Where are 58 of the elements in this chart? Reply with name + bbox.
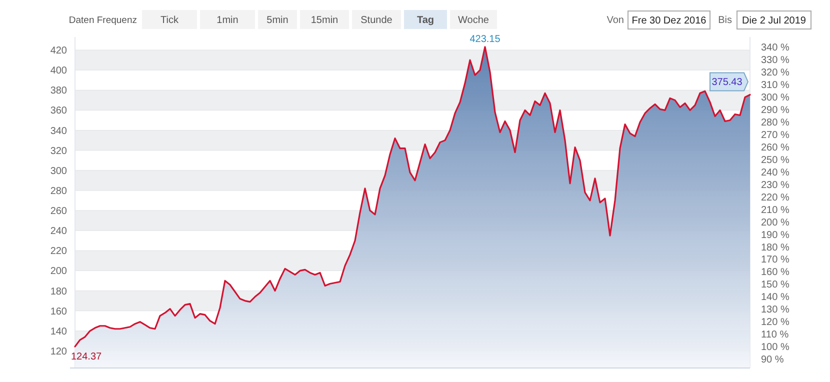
text: Tag — [416, 15, 434, 26]
y2-tick-label: 130 % — [761, 304, 790, 316]
y2-tick-label: 220 % — [761, 192, 790, 204]
y-tick-label: 300 — [50, 166, 68, 177]
text: Bis — [718, 15, 732, 26]
y-tick-label: 140 — [50, 326, 68, 338]
annotation: 375.43 — [712, 77, 743, 88]
y2-tick-label: 330 % — [761, 55, 790, 66]
y-tick-label: 180 — [50, 286, 68, 298]
y2-tick-label: 270 % — [761, 130, 790, 142]
y2-tick-label: 120 % — [761, 317, 790, 328]
y-tick-label: 280 — [50, 186, 68, 197]
y-tick-label: 380 — [50, 86, 68, 97]
y2-tick-label: 320 % — [761, 68, 790, 79]
text: Die 2 Jul 2019 — [742, 16, 806, 26]
y-tick-label: 220 — [50, 246, 68, 258]
y2-tick-label: 340 % — [761, 42, 790, 54]
y2-tick-label: 150 % — [761, 280, 790, 291]
text: Woche — [458, 15, 490, 26]
text: 1min — [216, 15, 238, 26]
y-tick-label: 160 — [50, 306, 68, 318]
y2-tick-label: 240 % — [761, 167, 790, 178]
y-tick-label: 260 — [50, 206, 68, 218]
y2-tick-label: 170 % — [761, 254, 790, 266]
y-tick-label: 400 — [50, 66, 68, 77]
y2-tick-label: 140 % — [761, 292, 790, 304]
text: 5min — [266, 15, 288, 26]
y2-tick-label: 180 % — [761, 242, 790, 254]
callout-box: 375.43 — [710, 72, 749, 92]
y2-tick-label: 190 % — [761, 230, 790, 241]
y-tick-label: 360 — [50, 106, 68, 117]
y2-tick-label: 290 % — [761, 105, 790, 116]
y2-tick-label: 310 % — [761, 80, 790, 92]
y2-tick-label: 200 % — [761, 217, 790, 228]
y2-tick-label: 300 % — [761, 92, 790, 104]
y-tick-label: 320 — [50, 146, 68, 157]
y-tick-label: 420 — [50, 46, 68, 57]
text: 15min — [310, 15, 338, 26]
y-tick-label: 340 — [50, 126, 68, 137]
y-tick-label: 240 — [50, 226, 68, 238]
y2-tick-label: 90 % — [761, 354, 784, 366]
y2-tick-label: 210 % — [761, 204, 790, 216]
text: Stunde — [360, 15, 393, 26]
y2-tick-label: 260 % — [761, 142, 790, 154]
y2-tick-label: 230 % — [761, 180, 790, 191]
text: Daten Frequenz — [68, 15, 138, 26]
annotation: 423.15 — [470, 34, 501, 45]
y2-tick-label: 160 % — [761, 267, 790, 278]
y2-tick-label: 110 % — [761, 330, 789, 341]
y2-tick-label: 280 % — [761, 118, 790, 129]
y-tick-label: 200 — [50, 266, 68, 278]
text: Fre 30 Dez 2016 — [632, 16, 707, 26]
y2-tick-label: 250 % — [761, 154, 790, 166]
annotation: 124.37 — [71, 352, 102, 363]
y-tick-label: 120 — [50, 346, 68, 358]
text: Von — [606, 15, 624, 26]
y2-tick-label: 100 % — [761, 342, 790, 354]
text: Tick — [160, 15, 180, 26]
